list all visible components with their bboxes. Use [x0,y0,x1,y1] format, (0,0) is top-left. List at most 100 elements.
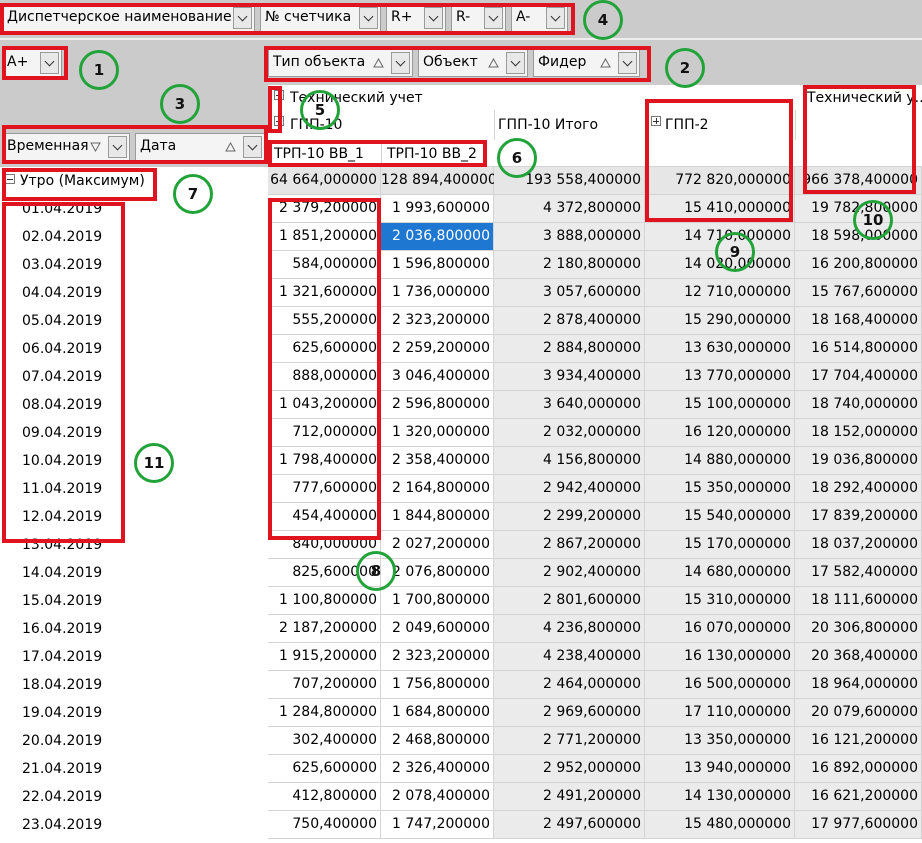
value-cell: 1 043,200000 [268,391,381,419]
value-cell: 17 977,600000 [795,811,922,839]
highlight-box [268,140,487,167]
value-cell: 454,400000 [268,503,381,531]
value-cell: 3 640,000000 [494,391,645,419]
dropdown-button[interactable] [233,7,252,29]
dropdown-button[interactable] [359,7,378,29]
value-cell: 1 321,600000 [268,279,381,307]
value-cell: 1 915,200000 [268,643,381,671]
value-cell: 1 993,600000 [381,195,494,223]
field-button[interactable]: R- [451,4,506,32]
value-cell: 1 736,000000 [381,279,494,307]
dropdown-button[interactable] [108,136,127,158]
highlight-box [268,198,381,540]
value-cell: 3 046,400000 [381,363,494,391]
value-cell: 13 630,000000 [645,335,795,363]
value-cell: 2 326,400000 [381,755,494,783]
date-label: 03.04.2019 [22,257,103,273]
field-button[interactable]: Объект [418,49,528,77]
field-button[interactable]: Тип объекта [268,49,413,77]
highlight-box [0,3,575,35]
field-button[interactable]: Временная [2,133,130,161]
value-cell: 1 844,800000 [381,503,494,531]
value-cell: 2 878,400000 [494,307,645,335]
dropdown-button[interactable] [546,7,565,29]
value-cell: 707,200000 [268,671,381,699]
date-label: 05.04.2019 [22,313,103,329]
date-label: 16.04.2019 [22,621,103,637]
value-cell: 2 771,200000 [494,727,645,755]
field-label: Дата [140,138,177,154]
value-cell: 2 036,800000 [381,223,494,251]
value-cell: 777,600000 [268,475,381,503]
value-cell: 2 491,200000 [494,783,645,811]
date-label: 18.04.2019 [22,677,103,693]
value-cell: 1 596,800000 [381,251,494,279]
value-cell: 840,000000 [268,531,381,559]
value-cell: 13 350,000000 [645,727,795,755]
value-cell: 15 170,000000 [645,531,795,559]
dropdown-button[interactable] [243,136,262,158]
value-cell: 17 839,200000 [795,503,922,531]
value-cell: 15 350,000000 [645,475,795,503]
date-label: 14.04.2019 [22,565,103,581]
date-label: 09.04.2019 [22,425,103,441]
value-cell: 2 801,600000 [494,587,645,615]
grid-line [268,166,922,167]
date-label: 08.04.2019 [22,397,103,413]
value-cell: 1 747,200000 [381,811,494,839]
value-cell: 2 078,400000 [381,783,494,811]
field-button[interactable]: A- [511,4,568,32]
dropdown-button[interactable] [391,52,410,74]
sort-icon[interactable] [373,58,384,68]
value-cell: 2 464,000000 [494,671,645,699]
value-cell: 15 100,000000 [645,391,795,419]
value-cell: 1 684,800000 [381,699,494,727]
value-cell: 2 323,200000 [381,307,494,335]
date-label: 19.04.2019 [22,705,103,721]
value-cell: 2 952,000000 [494,755,645,783]
field-label: R- [456,9,471,25]
annotation-number: 9 [715,232,755,272]
annotation-number: 3 [160,84,200,124]
sort-icon[interactable] [600,58,611,68]
value-cell: 3 888,000000 [494,223,645,251]
value-cell: 16 070,000000 [645,615,795,643]
value-cell: 16 892,000000 [795,755,922,783]
highlight-box [2,125,268,164]
date-label: 04.04.2019 [22,285,103,301]
value-cell: 16 120,000000 [645,419,795,447]
sort-icon[interactable] [225,142,236,152]
sort-icon[interactable] [488,58,499,68]
dropdown-button[interactable] [484,7,503,29]
date-label: 07.04.2019 [22,369,103,385]
dropdown-button[interactable] [618,52,637,74]
date-label: 17.04.2019 [22,649,103,665]
value-cell: 16 200,800000 [795,251,922,279]
value-cell: 18 152,000000 [795,419,922,447]
value-cell: 12 710,000000 [645,279,795,307]
field-button[interactable]: Фидер [533,49,640,77]
value-cell: 2 076,800000 [381,559,494,587]
expand-icon[interactable] [651,116,661,126]
sort-icon[interactable] [90,142,101,152]
field-label: Тип объекта [273,54,366,70]
value-cell: 14 680,000000 [645,559,795,587]
dropdown-button[interactable] [40,52,59,74]
separator [0,38,922,40]
dropdown-button[interactable] [424,7,443,29]
dropdown-button[interactable] [506,52,525,74]
field-button[interactable]: A+ [2,49,62,77]
value-cell: 15 540,000000 [645,503,795,531]
value-cell: 18 740,000000 [795,391,922,419]
value-cell: 20 306,800000 [795,615,922,643]
grid-line [381,140,382,170]
value-cell: 2 032,000000 [494,419,645,447]
value-cell: 1 284,800000 [268,699,381,727]
highlight-box [2,46,68,80]
field-button[interactable]: Дата [135,133,265,161]
highlight-box [645,99,793,222]
value-cell: 15 480,000000 [645,811,795,839]
value-cell: 18 111,600000 [795,587,922,615]
value-cell: 1 320,000000 [381,419,494,447]
